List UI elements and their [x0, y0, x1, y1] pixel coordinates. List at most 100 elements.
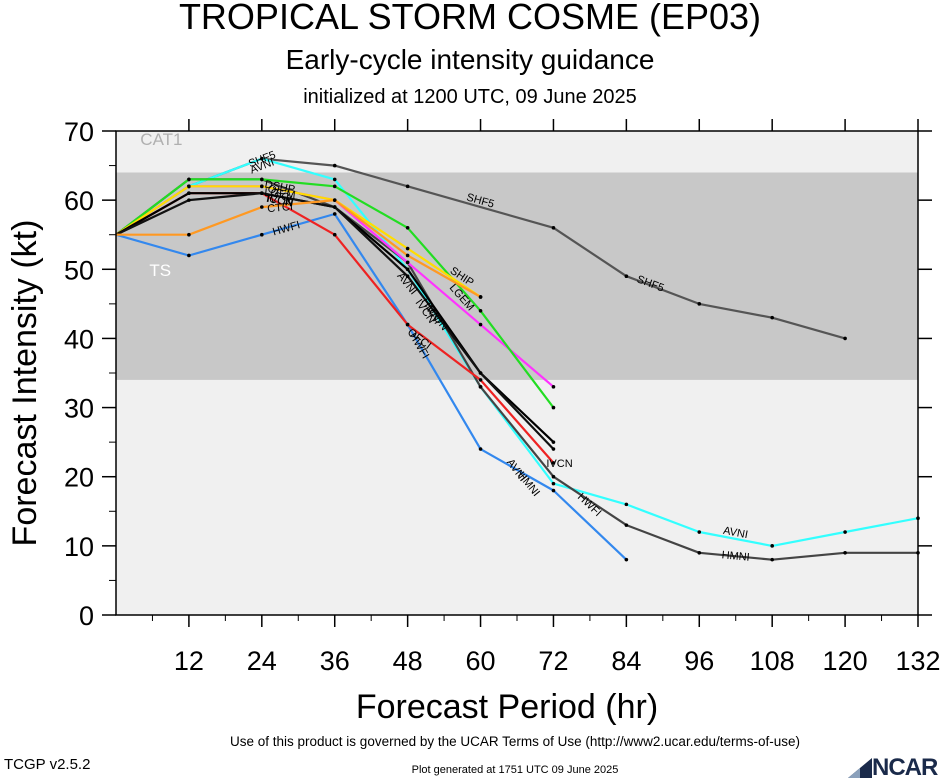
point-shf5	[551, 226, 556, 230]
x-tick-label: 120	[823, 646, 868, 676]
point-lgem	[332, 184, 337, 189]
point-ofci	[332, 232, 337, 237]
point-lgem	[260, 177, 264, 182]
point-shf5	[843, 336, 847, 341]
chart-subtitle: Early-cycle intensity guidance	[285, 44, 655, 75]
ncar-logo: NCAR	[846, 754, 940, 782]
series-label-ctci: CTCI	[267, 201, 294, 215]
point-shf5	[770, 315, 774, 320]
point-lgem	[187, 177, 191, 182]
point-ofci	[551, 461, 556, 465]
point-icon	[551, 447, 556, 451]
point-ivcn	[551, 440, 556, 444]
point-avni	[260, 156, 264, 161]
x-tick-label: 12	[174, 646, 204, 676]
band-cat1	[116, 131, 918, 173]
point-icon	[260, 191, 264, 196]
point-ofci	[478, 378, 483, 382]
point-ctci	[260, 205, 264, 209]
series-line-ctci	[116, 199, 482, 298]
intensity-bands: CAT1 TS	[116, 130, 918, 615]
y-tick-label: 40	[64, 324, 94, 354]
point-hwfi	[260, 232, 264, 237]
series-label-ivcn: IVCN	[546, 458, 572, 470]
point-lgem	[478, 308, 483, 313]
point-ship	[187, 184, 191, 189]
point-ivcn	[187, 191, 191, 196]
y-tick-label: 70	[64, 117, 94, 147]
series-label-dshp: DSHP	[264, 179, 296, 196]
series-label-avni: AVNI	[722, 525, 749, 541]
point-avni	[624, 502, 629, 507]
point-hmni	[843, 550, 847, 555]
series-label-hmni: HMNI	[721, 549, 750, 564]
x-tick-label: 108	[750, 646, 795, 676]
series-label-lgem: LGEM	[264, 187, 296, 202]
point-ctci	[405, 253, 410, 258]
y-tick-label: 30	[64, 394, 94, 424]
point-shf5	[697, 302, 702, 306]
band-label-cat1: CAT1	[140, 130, 182, 149]
point-dshp	[478, 322, 483, 327]
point-hmni	[551, 474, 556, 479]
y-tick-label: 20	[64, 463, 94, 493]
point-ship	[260, 184, 264, 189]
point-shf5	[405, 184, 410, 189]
x-tick-label: 24	[247, 646, 277, 676]
point-avni	[551, 481, 556, 486]
ncar-logo-icon	[848, 758, 872, 778]
y-tick-label: 10	[64, 532, 94, 562]
chart-title: TROPICAL STORM COSME (EP03)	[178, 0, 762, 37]
x-tick-label: 48	[393, 646, 423, 676]
x-tick-label: 36	[320, 646, 350, 676]
point-icon	[405, 274, 410, 279]
series-label-ivcn: IVCN	[266, 193, 294, 210]
y-tick-label: 0	[79, 601, 94, 631]
version-label: TCGP v2.5.2	[4, 756, 91, 773]
x-tick-label: 132	[895, 646, 940, 676]
x-axis-title: Forecast Period (hr)	[356, 688, 658, 726]
point-ship	[405, 246, 410, 251]
point-avni	[332, 177, 337, 182]
point-dshp	[551, 385, 556, 389]
point-ctci	[187, 232, 191, 237]
point-lgem	[551, 405, 556, 410]
generated-time: Plot generated at 1751 UTC 09 June 2025	[411, 764, 619, 776]
point-avni	[843, 530, 847, 534]
point-lgem	[405, 226, 410, 230]
point-ctci	[332, 198, 337, 202]
y-tick-label: 60	[64, 186, 94, 216]
point-hwfi	[187, 253, 191, 258]
axes: 0 10 20 30 40 50 60 70 12 24 36 48 60 72 84 96 108 120 132…	[6, 117, 940, 726]
point-hwfi	[551, 488, 556, 493]
terms-notice[interactable]: Use of this product is governed by the U…	[230, 734, 800, 749]
x-tick-label: 84	[611, 646, 641, 676]
point-dshp	[405, 260, 410, 265]
band-ts	[116, 172, 918, 380]
y-axis-title: Forecast Intensity (kt)	[6, 220, 44, 547]
ncar-logo-text: NCAR	[872, 754, 938, 781]
series-label-icon: ICON	[265, 193, 294, 210]
point-icon	[187, 198, 191, 202]
series-line-ship	[115, 185, 482, 298]
point-avni	[697, 530, 702, 534]
point-hmni	[770, 557, 774, 562]
point-hmni	[624, 523, 629, 527]
point-ctci	[478, 295, 483, 299]
point-hwfi	[478, 447, 483, 451]
band-label-ts: TS	[149, 261, 171, 280]
point-shf5	[332, 163, 337, 168]
x-tick-label: 60	[466, 646, 496, 676]
point-hmni	[478, 385, 483, 389]
point-icon	[478, 371, 483, 375]
series-line-hwfi	[115, 212, 628, 561]
point-avni	[770, 544, 774, 548]
y-tick-label: 50	[64, 255, 94, 285]
init-time: initialized at 1200 UTC, 09 June 2025	[303, 86, 637, 108]
point-hwfi	[624, 557, 629, 562]
point-ofci	[405, 322, 410, 327]
point-hwfi	[332, 212, 337, 216]
series-lines	[115, 156, 920, 562]
point-shf5	[624, 274, 629, 279]
